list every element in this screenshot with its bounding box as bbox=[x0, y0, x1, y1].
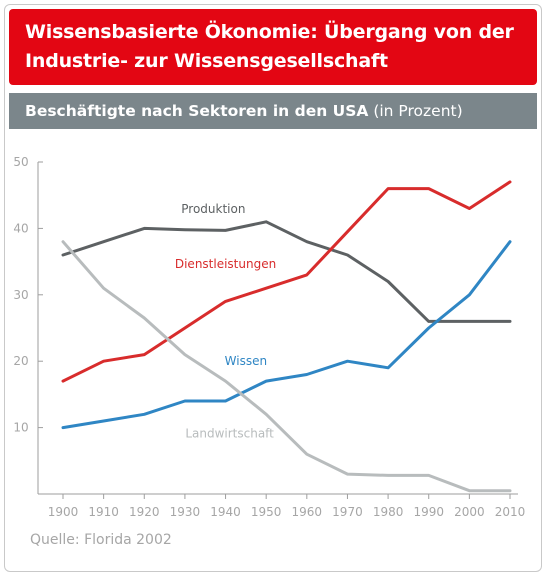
x-tick-label: 1960 bbox=[292, 505, 323, 519]
chart-card: Wissensbasierte Ökonomie: Übergang von d… bbox=[4, 4, 542, 572]
chart-series bbox=[61, 180, 512, 493]
chart-subtitle-bar: Beschäftigte nach Sektoren in den USA (i… bbox=[9, 93, 537, 129]
series-label-dienstleistungen: Dienstleistungen bbox=[175, 257, 276, 271]
series-line-wissen bbox=[61, 240, 512, 430]
x-tick-label: 1910 bbox=[88, 505, 119, 519]
x-tick-label: 1980 bbox=[373, 505, 404, 519]
chart-subtitle: Beschäftigte nach Sektoren in den USA bbox=[25, 102, 369, 120]
x-tick-label: 1990 bbox=[413, 505, 444, 519]
x-tick-label: 2010 bbox=[495, 505, 526, 519]
x-tick-label: 1900 bbox=[48, 505, 79, 519]
series-label-produktion: Produktion bbox=[181, 202, 245, 216]
y-tick-label: 50 bbox=[13, 155, 28, 169]
title-line-1: Wissensbasierte Ökonomie: Übergang von d… bbox=[25, 21, 514, 43]
series-line-dienstleistungen bbox=[61, 180, 512, 383]
chart-unit: (in Prozent) bbox=[373, 102, 463, 120]
title-line-2: Industrie- zur Wissensgesellschaft bbox=[25, 50, 388, 72]
chart-title-banner: Wissensbasierte Ökonomie: Übergang von d… bbox=[9, 9, 537, 85]
source-note: Quelle: Florida 2002 bbox=[30, 532, 172, 548]
chart-axes: 10 20 30 40 50 1900 1910 1920 1930 1940 1950 1960 19… bbox=[13, 155, 525, 519]
series-label-landwirtschaft: Landwirtschaft bbox=[185, 427, 274, 441]
y-tick-label: 20 bbox=[13, 354, 28, 368]
y-tick-label: 40 bbox=[13, 221, 28, 235]
y-tick-label: 10 bbox=[13, 421, 28, 435]
x-tick-label: 1930 bbox=[170, 505, 201, 519]
x-tick-label: 1920 bbox=[129, 505, 160, 519]
x-tick-label: 1940 bbox=[210, 505, 241, 519]
x-tick-label: 2000 bbox=[454, 505, 485, 519]
series-line-landwirtschaft bbox=[61, 240, 512, 493]
x-tick-label: 1970 bbox=[332, 505, 363, 519]
series-label-wissen: Wissen bbox=[225, 354, 267, 368]
x-tick-label: 1950 bbox=[251, 505, 282, 519]
y-tick-label: 30 bbox=[13, 288, 28, 302]
chart-series-labels: Produktion Dienstleistungen Wissen Landwirt… bbox=[175, 202, 276, 440]
